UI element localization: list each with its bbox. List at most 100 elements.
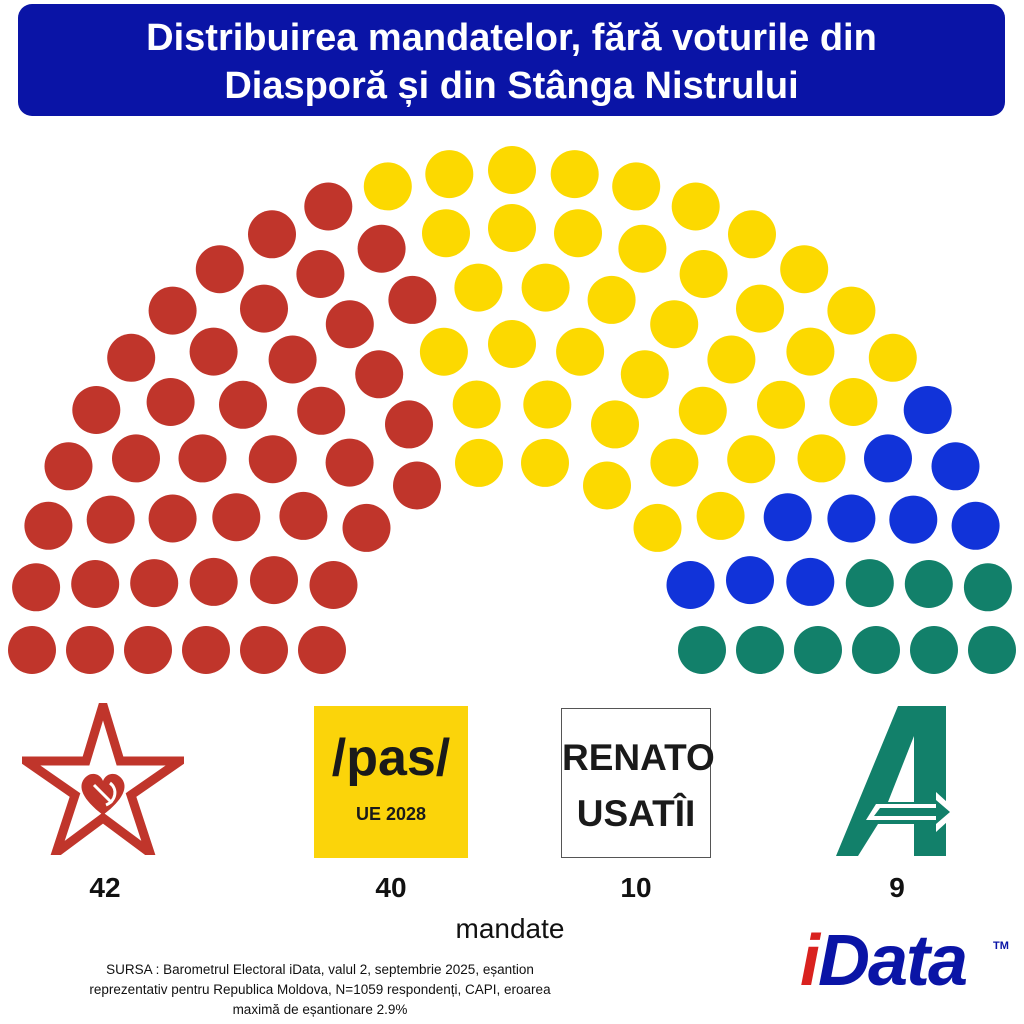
seat-count-pas: 40 [375, 872, 407, 903]
seat-dot-party-4 [904, 560, 953, 608]
pas-logo-text: /pas/ [331, 729, 451, 787]
seat-dot-party-1 [240, 626, 288, 674]
seat-dot-party-2 [363, 162, 412, 211]
seat-dot-party-4 [736, 626, 784, 674]
seat-dot-party-1 [148, 286, 197, 335]
seat-dot-party-2 [521, 263, 570, 312]
seat-dot-party-2 [736, 284, 784, 333]
source-line-3: maximă de eșantionare 2.9% [232, 1002, 408, 1017]
seat-dot-party-2 [707, 335, 756, 384]
source-note: SURSA : Barometrul Electoral iData, valu… [40, 960, 600, 1020]
seat-dot-party-1 [393, 461, 441, 510]
seat-dot-party-1 [195, 245, 244, 294]
unit-label: mandate [455, 913, 565, 944]
seat-dot-party-1 [12, 563, 61, 612]
seat-dot-party-2 [612, 162, 661, 211]
red-star-icon [11, 689, 195, 866]
seat-dot-party-2 [620, 350, 669, 399]
renato-logo-line-1: RENATO [562, 737, 715, 778]
renato-usatii-logo: RENATO USATÎI [561, 708, 715, 858]
seat-dot-party-1 [268, 335, 317, 384]
seat-dot-party-4 [845, 559, 894, 608]
seat-count-psrm: 42 [89, 872, 121, 903]
seat-dot-party-2 [786, 327, 835, 376]
seat-dot-party-2 [523, 380, 572, 429]
idata-logo-data: Data [818, 921, 968, 1001]
seat-dot-party-1 [296, 250, 345, 298]
seat-dot-party-1 [189, 557, 238, 606]
seat-dot-party-3 [889, 495, 938, 544]
seat-dot-party-2 [452, 380, 501, 429]
seat-dot-party-3 [763, 493, 812, 542]
seat-dot-party-1 [112, 434, 160, 483]
seat-dot-party-2 [650, 300, 699, 349]
idata-logo: iData [800, 925, 968, 997]
seat-dot-party-2 [550, 150, 599, 199]
idata-logo-i: i [800, 921, 820, 1001]
trademark-mark: TM [993, 940, 1009, 952]
seat-dot-party-2 [868, 333, 917, 382]
seat-dot-party-2 [488, 204, 536, 252]
seat-dot-party-3 [903, 386, 952, 434]
seat-dot-party-2 [797, 434, 846, 483]
hammer-sickle-icon [92, 781, 117, 807]
chart-title-line-2: Diasporă și din Stânga Nistrului [224, 65, 799, 107]
seat-dot-party-1 [355, 350, 404, 399]
seat-dot-party-3 [786, 557, 835, 606]
seat-dot-party-1 [44, 442, 93, 491]
source-line-1: SURSA : Barometrul Electoral iData, valu… [106, 962, 534, 977]
seat-dot-party-1 [297, 386, 346, 435]
seat-dot-party-1 [298, 626, 346, 674]
seat-dot-party-2 [554, 209, 602, 258]
seat-dot-party-4 [910, 626, 958, 674]
seat-dot-party-1 [219, 380, 267, 429]
seat-dot-party-2 [757, 380, 805, 429]
seat-dot-party-1 [107, 333, 156, 382]
pas-logo: /pas/ UE 2028 [314, 706, 468, 858]
seat-dot-party-1 [385, 400, 433, 449]
seat-dot-party-2 [591, 400, 639, 449]
seat-dot-party-3 [827, 494, 876, 543]
seat-dot-party-2 [521, 438, 569, 487]
seat-dot-party-2 [455, 438, 503, 487]
seat-dot-party-1 [279, 491, 328, 540]
seat-dot-party-2 [587, 275, 636, 324]
seat-dot-party-2 [488, 146, 536, 194]
seat-dot-party-1 [86, 495, 135, 544]
seat-dot-party-1 [66, 626, 114, 674]
seat-dot-party-1 [304, 182, 353, 231]
seat-dot-party-1 [182, 626, 230, 674]
seat-dot-party-1 [357, 224, 406, 273]
seat-dot-party-2 [728, 210, 776, 259]
seat-dot-party-1 [146, 378, 195, 426]
seat-dot-party-1 [388, 275, 437, 324]
seat-dot-party-1 [342, 503, 391, 552]
chart-title-line-1: Distribuirea mandatelor, fără voturile d… [146, 17, 877, 59]
seat-dot-party-2 [419, 327, 468, 376]
seat-dot-party-2 [422, 209, 470, 258]
alternativa-logo [836, 706, 958, 856]
seat-dot-party-3 [666, 561, 715, 609]
seat-dot-party-3 [931, 442, 980, 491]
seat-dot-party-2 [671, 182, 720, 231]
seat-dot-party-4 [968, 626, 1016, 674]
seat-dot-party-2 [556, 327, 605, 376]
seat-dot-party-1 [124, 626, 172, 674]
seat-dot-party-2 [827, 286, 876, 335]
seat-dot-party-2 [425, 150, 474, 199]
green-a-arrow-icon [836, 706, 958, 856]
seat-dot-party-1 [325, 438, 374, 487]
seat-dot-party-2 [780, 245, 829, 294]
seat-dot-party-1 [24, 501, 73, 550]
seat-dot-party-1 [250, 556, 298, 605]
seat-dot-party-3 [951, 501, 1000, 550]
seat-count-alternativa: 9 [889, 872, 905, 903]
psrm-logo [11, 689, 195, 866]
seat-dot-party-3 [726, 556, 774, 605]
seat-dot-party-3 [864, 434, 912, 483]
seat-dot-party-1 [325, 300, 374, 349]
seat-dot-party-2 [454, 263, 503, 312]
seat-dot-party-4 [678, 626, 726, 674]
seat-dot-party-1 [71, 560, 120, 608]
